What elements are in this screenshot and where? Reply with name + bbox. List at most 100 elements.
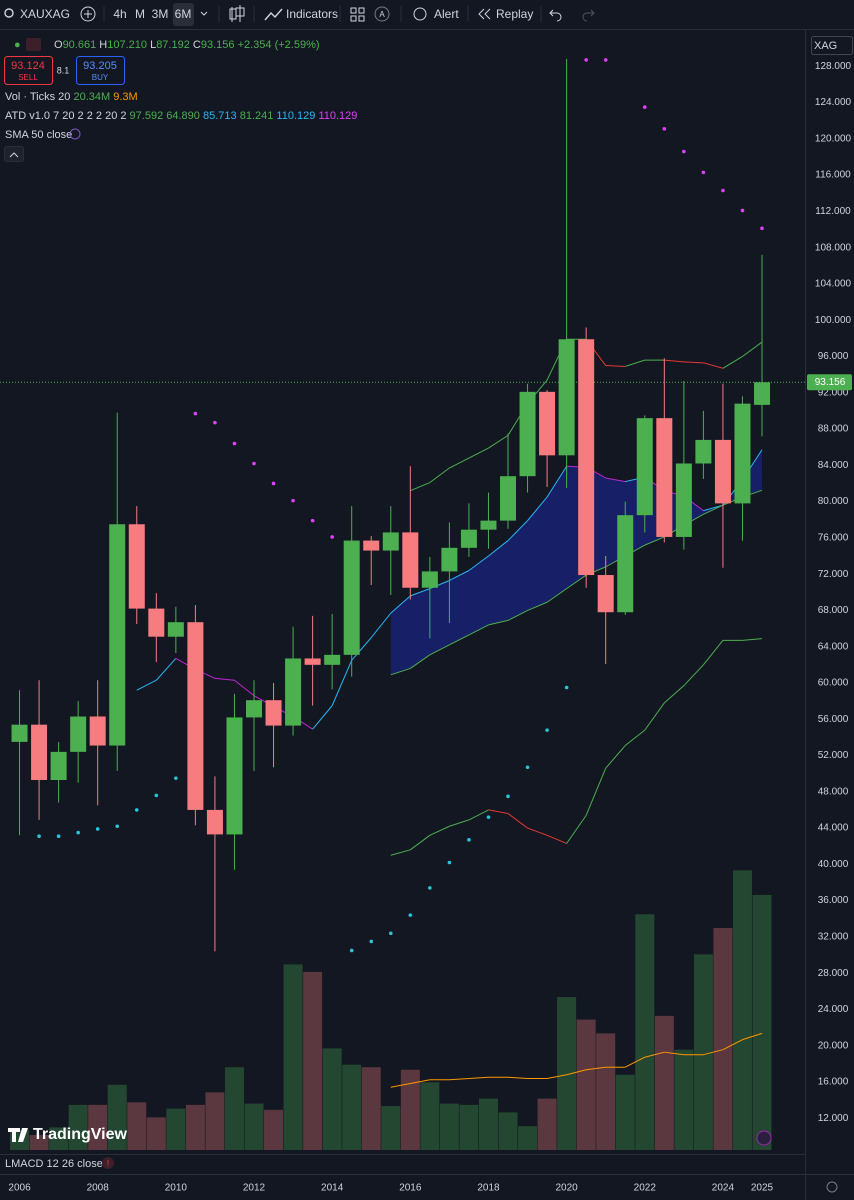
indicator-line xyxy=(644,702,665,731)
indicator-line xyxy=(449,634,470,646)
indicator-line xyxy=(410,482,431,492)
collapse-icon xyxy=(9,152,19,158)
symbol[interactable]: XAUXAG xyxy=(20,7,70,21)
indicator-dot xyxy=(506,794,510,799)
sell-button[interactable] xyxy=(4,56,53,85)
indicator-dot xyxy=(545,728,549,732)
buy-price: 93.205 xyxy=(83,60,117,72)
alert-button[interactable]: Alert xyxy=(434,7,459,21)
indicator-line xyxy=(410,654,431,669)
templates[interactable] xyxy=(350,7,365,22)
last-price-label: 93.156 xyxy=(815,377,846,388)
candle-body xyxy=(109,524,126,746)
y-tick-label: 36.000 xyxy=(818,895,849,906)
badge-circle[interactable] xyxy=(374,6,390,22)
alert-icon xyxy=(413,7,427,21)
volume-bar xyxy=(88,1104,108,1150)
indicator-dot xyxy=(271,481,276,486)
indicator-line xyxy=(136,679,157,691)
interval[interactable]: M xyxy=(135,7,145,21)
y-tick-label: 128.000 xyxy=(815,61,852,72)
indicator-dot xyxy=(642,105,647,109)
buy-button[interactable] xyxy=(76,56,125,85)
indicator-dot xyxy=(349,948,354,953)
y-tick-label: 112.000 xyxy=(815,206,851,217)
axis-title: XAG xyxy=(814,40,837,52)
collapse-button[interactable] xyxy=(4,146,24,162)
volume-bar xyxy=(732,870,752,1150)
y-tick-label: 52.000 xyxy=(818,750,849,761)
indicator-dot xyxy=(428,886,432,890)
redo[interactable] xyxy=(582,9,595,22)
badge: A xyxy=(379,10,385,19)
volume-ma xyxy=(703,1049,724,1056)
atd-value: 110.129 xyxy=(318,110,357,122)
volume-bar xyxy=(146,1117,166,1150)
indicator-dot xyxy=(369,939,374,944)
volume-value: 9.3M xyxy=(113,91,137,103)
chart-type[interactable] xyxy=(229,5,245,22)
indicator-line xyxy=(429,644,450,656)
buy-label: BUY xyxy=(92,73,109,82)
y-tick-label: 76.000 xyxy=(818,532,849,543)
x-tick-label: 2012 xyxy=(243,1183,266,1194)
candle-body xyxy=(324,654,341,665)
candle-body xyxy=(480,520,497,530)
volume-bar xyxy=(674,1049,694,1150)
interval[interactable]: 6M xyxy=(175,7,192,21)
interval-menu[interactable] xyxy=(200,11,208,16)
volume-bar xyxy=(596,1033,616,1150)
x-tick-label: 2016 xyxy=(399,1183,422,1194)
indicator-line xyxy=(312,705,333,730)
volume-bar xyxy=(713,928,733,1150)
x-tick-label: 2020 xyxy=(556,1183,579,1194)
indicator-line xyxy=(605,745,626,769)
add-symbol[interactable] xyxy=(80,6,96,22)
x-tick-label: 2010 xyxy=(165,1183,188,1194)
indicator-line xyxy=(546,834,567,844)
candle-body xyxy=(441,547,458,572)
volume-bar xyxy=(518,1126,538,1150)
atd-name: ATD v1.0 7 20 2 2 2 20 2 xyxy=(5,110,126,122)
interval[interactable]: 4h xyxy=(113,7,126,21)
indicator-dot xyxy=(56,834,61,839)
atd-legend: ATD v1.0 7 20 2 2 2 20 2 97.592 64.890 8… xyxy=(5,110,357,122)
candle-body xyxy=(167,622,184,637)
candle-body xyxy=(539,391,556,456)
y-tick-label: 24.000 xyxy=(818,1004,849,1015)
search-icon[interactable] xyxy=(4,8,14,18)
error-mark: ! xyxy=(107,1158,110,1168)
volume-bar xyxy=(127,1102,147,1150)
candle-body xyxy=(343,540,360,655)
indicator-line xyxy=(566,574,587,590)
last-price-box xyxy=(807,374,852,391)
replay-button[interactable]: Replay xyxy=(496,7,533,21)
indicator-dot xyxy=(95,827,100,831)
add-icon xyxy=(84,10,92,18)
indicators-button[interactable]: Indicators xyxy=(286,7,338,21)
volume-bar xyxy=(654,1015,674,1150)
atd-value: 85.713 xyxy=(203,110,237,122)
y-tick-label: 68.000 xyxy=(818,605,849,616)
indicator-line xyxy=(468,447,489,459)
settings[interactable] xyxy=(826,1181,838,1193)
logo: TradingView xyxy=(33,1126,128,1143)
indicator-dot xyxy=(37,834,41,839)
volume-bar xyxy=(381,1106,401,1150)
volume-bar xyxy=(498,1112,518,1150)
candle-body xyxy=(734,403,751,504)
atd-value: 110.129 xyxy=(276,110,315,122)
volume-bar xyxy=(224,1067,244,1150)
undo[interactable] xyxy=(549,9,562,22)
volume-bar xyxy=(244,1103,264,1150)
candle-body xyxy=(558,339,575,456)
candle-body xyxy=(421,571,438,588)
y-tick-label: 116.000 xyxy=(815,170,851,181)
indicator-line xyxy=(722,356,743,369)
volume-name: Vol · Ticks 20 xyxy=(5,91,70,103)
indicator-dot xyxy=(232,441,237,446)
events-icon[interactable] xyxy=(756,1130,772,1146)
interval[interactable]: 3M xyxy=(152,7,169,21)
indicator-dot xyxy=(603,58,608,62)
